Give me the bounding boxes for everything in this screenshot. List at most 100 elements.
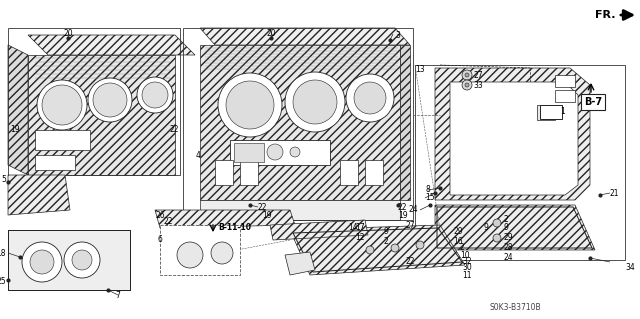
Circle shape [493, 234, 501, 242]
Bar [555, 90, 575, 102]
FancyBboxPatch shape [581, 94, 605, 110]
Polygon shape [28, 35, 195, 55]
Text: B-7: B-7 [584, 97, 602, 107]
Circle shape [137, 77, 173, 113]
Circle shape [93, 83, 127, 117]
Text: 4: 4 [196, 151, 201, 160]
Text: 9: 9 [383, 227, 388, 236]
Text: 15: 15 [425, 194, 435, 203]
Bar [35, 155, 75, 170]
Text: 6: 6 [158, 235, 163, 244]
Circle shape [88, 78, 132, 122]
Text: 34: 34 [625, 263, 635, 272]
Bar [340, 160, 358, 185]
Circle shape [462, 80, 472, 90]
Circle shape [462, 70, 472, 80]
Text: 18: 18 [0, 249, 6, 257]
Text: 11: 11 [462, 271, 472, 279]
Bar [234, 143, 264, 162]
Text: 7: 7 [116, 291, 120, 300]
Text: 24: 24 [503, 254, 513, 263]
Circle shape [30, 250, 54, 274]
Text: 22: 22 [398, 203, 408, 211]
Circle shape [177, 242, 203, 268]
Bar [230, 140, 330, 165]
Text: 19: 19 [10, 125, 20, 135]
Circle shape [416, 241, 424, 249]
Circle shape [465, 83, 469, 87]
Text: 16: 16 [453, 238, 463, 247]
Polygon shape [435, 205, 595, 250]
Text: 2: 2 [503, 216, 508, 225]
Text: 24: 24 [408, 205, 418, 214]
Text: 33: 33 [473, 80, 483, 90]
Circle shape [142, 82, 168, 108]
Text: 1: 1 [560, 108, 564, 116]
Circle shape [42, 85, 82, 125]
Polygon shape [8, 45, 28, 175]
Text: 22: 22 [163, 218, 173, 226]
Polygon shape [28, 55, 175, 175]
Text: 13: 13 [415, 65, 424, 75]
Bar [537, 105, 555, 120]
Text: 21: 21 [610, 189, 620, 197]
Circle shape [366, 246, 374, 254]
Text: 12: 12 [355, 234, 365, 242]
Polygon shape [400, 45, 410, 200]
Bar [35, 130, 90, 150]
Text: 27: 27 [405, 220, 415, 229]
Polygon shape [285, 252, 315, 275]
Text: 14: 14 [348, 224, 358, 233]
Bar [240, 160, 258, 185]
Text: 20: 20 [63, 28, 73, 38]
Polygon shape [290, 225, 465, 275]
Text: 22: 22 [258, 203, 268, 211]
Polygon shape [8, 175, 70, 215]
Text: 10: 10 [460, 250, 470, 259]
Text: 28: 28 [503, 243, 513, 253]
Text: 9: 9 [503, 224, 508, 233]
Text: 9: 9 [483, 224, 488, 233]
Text: 22: 22 [170, 125, 179, 135]
Circle shape [64, 242, 100, 278]
Circle shape [290, 147, 300, 157]
Text: 25: 25 [0, 278, 6, 286]
Text: 8: 8 [425, 186, 429, 195]
Circle shape [72, 250, 92, 270]
Circle shape [285, 72, 345, 132]
Circle shape [293, 80, 337, 124]
Bar [160, 225, 240, 275]
Bar [365, 160, 383, 185]
Text: 2: 2 [383, 238, 388, 247]
Circle shape [346, 74, 394, 122]
Polygon shape [8, 230, 130, 290]
Text: B-11-10: B-11-10 [218, 224, 251, 233]
Circle shape [218, 73, 282, 137]
Polygon shape [200, 28, 410, 45]
Text: 5: 5 [1, 175, 6, 184]
Text: 22: 22 [406, 257, 415, 266]
Text: S0K3-B3710B: S0K3-B3710B [490, 303, 541, 313]
Text: 17: 17 [355, 222, 365, 232]
Circle shape [354, 82, 386, 114]
Polygon shape [270, 220, 368, 240]
Bar [555, 75, 575, 87]
Circle shape [493, 219, 501, 227]
Text: 27: 27 [473, 70, 483, 79]
Text: 29: 29 [453, 227, 463, 236]
Text: 26: 26 [155, 211, 164, 219]
Text: 2: 2 [460, 243, 465, 253]
Polygon shape [200, 200, 400, 220]
Bar [540, 105, 562, 119]
Polygon shape [155, 210, 295, 228]
Text: 29: 29 [503, 234, 513, 242]
Text: 3: 3 [395, 31, 400, 40]
Circle shape [391, 244, 399, 252]
Circle shape [226, 81, 274, 129]
Text: 30: 30 [462, 263, 472, 272]
Polygon shape [200, 45, 400, 200]
Circle shape [211, 242, 233, 264]
Text: 19: 19 [262, 211, 271, 220]
Bar [215, 160, 233, 185]
Polygon shape [450, 82, 578, 195]
